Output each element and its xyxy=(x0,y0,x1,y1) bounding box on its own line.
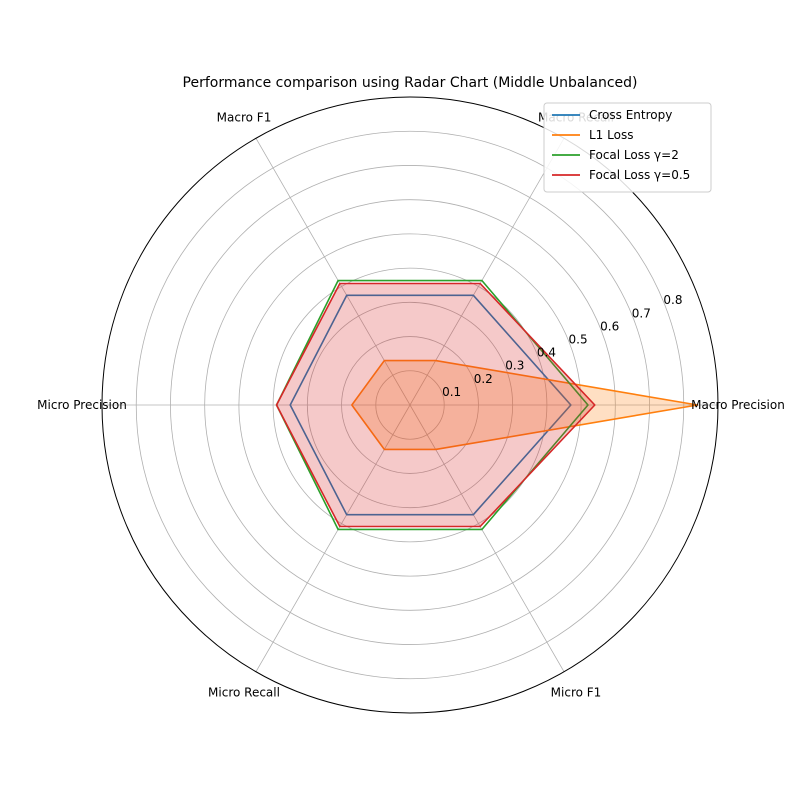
category-label: Macro F1 xyxy=(217,110,272,124)
legend-entry: L1 Loss xyxy=(589,128,633,142)
series-line xyxy=(275,282,596,528)
category-label: Micro Precision xyxy=(37,398,127,412)
legend-entry: Cross Entropy xyxy=(589,108,672,122)
series-line xyxy=(289,294,572,516)
legend-entry: Focal Loss γ=0.5 xyxy=(589,168,690,182)
outer-frame xyxy=(101,96,719,714)
category-label: Micro Recall xyxy=(208,686,280,700)
radial-tick-label: 0.1 xyxy=(442,385,461,399)
legend-entry: Focal Loss γ=2 xyxy=(589,148,679,162)
legend-box xyxy=(543,102,712,193)
radial-tick-label: 0.3 xyxy=(505,359,524,373)
series-fill xyxy=(351,360,698,450)
radial-tick-label: 0.7 xyxy=(632,306,651,320)
category-label: Macro Precision xyxy=(691,398,785,412)
series-line xyxy=(351,359,699,451)
series-layer xyxy=(275,279,699,531)
radial-tick-label: 0.5 xyxy=(569,333,588,347)
radial-tick-label: 0.6 xyxy=(600,319,619,333)
radial-tick-label: 0.2 xyxy=(474,372,493,386)
category-label: Micro F1 xyxy=(551,686,602,700)
radial-tick-label: 0.8 xyxy=(663,293,682,307)
series-fill xyxy=(276,283,595,527)
legend: Cross Entropy L1 Loss Focal Loss γ=2 Focal … xyxy=(543,102,712,193)
radial-tick-label: 0.4 xyxy=(537,346,556,360)
chart-title: Performance comparison using Radar Chart… xyxy=(183,75,638,91)
